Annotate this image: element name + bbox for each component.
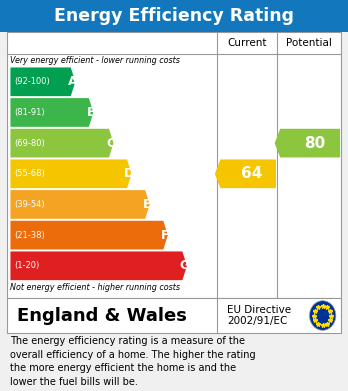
Bar xyxy=(7,32,341,298)
Polygon shape xyxy=(10,251,187,280)
Text: (69-80): (69-80) xyxy=(15,139,45,148)
Polygon shape xyxy=(275,129,340,158)
Text: England & Wales: England & Wales xyxy=(17,307,187,325)
Text: F: F xyxy=(161,229,170,242)
Text: E: E xyxy=(143,198,152,211)
Text: Very energy efficient - lower running costs: Very energy efficient - lower running co… xyxy=(10,56,180,65)
Text: (55-68): (55-68) xyxy=(15,169,45,178)
Polygon shape xyxy=(10,190,150,219)
Bar xyxy=(0,0,348,32)
Text: A: A xyxy=(68,75,78,88)
Polygon shape xyxy=(215,160,276,188)
Text: Energy Efficiency Rating: Energy Efficiency Rating xyxy=(54,7,294,25)
Text: Not energy efficient - higher running costs: Not energy efficient - higher running co… xyxy=(10,283,181,292)
Text: (21-38): (21-38) xyxy=(15,231,45,240)
Text: Current: Current xyxy=(227,38,267,48)
Text: D: D xyxy=(124,167,134,180)
Text: EU Directive
2002/91/EC: EU Directive 2002/91/EC xyxy=(227,305,291,326)
Text: 64: 64 xyxy=(241,166,262,181)
Text: C: C xyxy=(107,136,116,150)
Bar xyxy=(7,298,341,333)
Text: (92-100): (92-100) xyxy=(15,77,50,86)
Text: 80: 80 xyxy=(304,136,325,151)
Text: B: B xyxy=(86,106,96,119)
Polygon shape xyxy=(10,160,132,188)
Polygon shape xyxy=(10,221,168,249)
Text: G: G xyxy=(180,259,190,272)
Text: (39-54): (39-54) xyxy=(15,200,45,209)
Text: (81-91): (81-91) xyxy=(15,108,45,117)
Polygon shape xyxy=(10,98,93,127)
Text: Potential: Potential xyxy=(286,38,332,48)
Circle shape xyxy=(309,301,336,330)
Text: (1-20): (1-20) xyxy=(15,261,40,270)
Polygon shape xyxy=(10,68,75,96)
Text: The energy efficiency rating is a measure of the
overall efficiency of a home. T: The energy efficiency rating is a measur… xyxy=(10,336,256,387)
Polygon shape xyxy=(10,129,113,158)
